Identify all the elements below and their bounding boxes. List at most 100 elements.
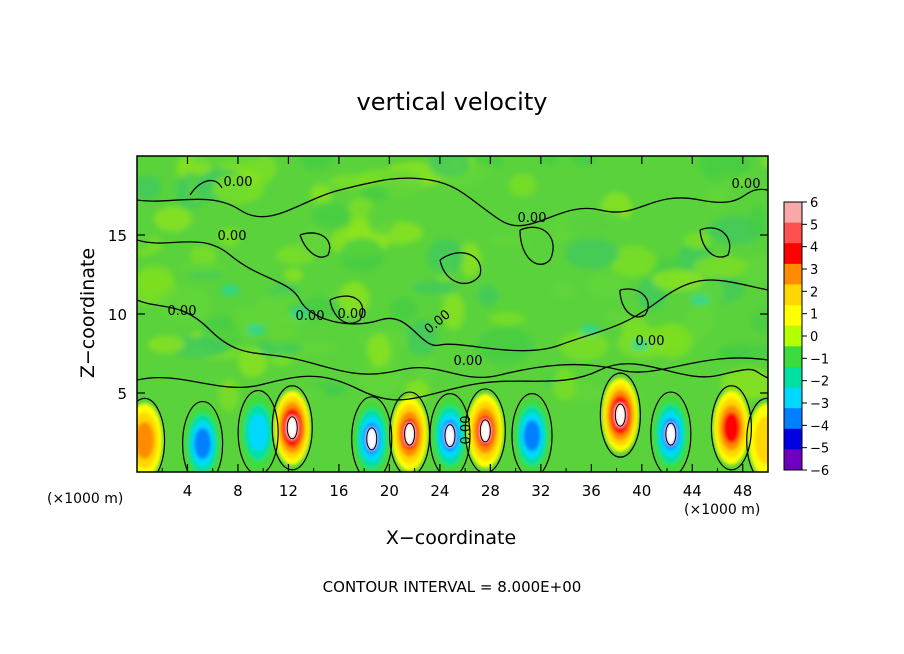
contour-line	[299, 232, 331, 258]
field-patch	[477, 285, 499, 306]
field-patch	[651, 269, 704, 292]
contour-line	[619, 288, 649, 318]
field-patch	[718, 344, 768, 361]
field-patch	[552, 369, 577, 401]
contour-label: 0.00	[459, 416, 474, 445]
cell-level	[137, 421, 155, 460]
colorbar-swatch	[784, 346, 802, 368]
x-unit-right: (×1000 m)	[684, 502, 761, 518]
field-patch	[171, 336, 228, 359]
contour-label: 0.00	[454, 354, 483, 369]
colorbar-swatch	[784, 243, 802, 265]
cell-core	[480, 419, 491, 442]
contour-label: 0.00	[296, 309, 325, 324]
field-patch	[417, 357, 438, 381]
x-tick-label: 12	[279, 482, 298, 500]
field-patch	[254, 299, 277, 318]
colorbar-swatch	[784, 325, 802, 347]
contour-line	[137, 299, 768, 379]
x-tick-label: 36	[582, 482, 601, 500]
cell-core-contour	[614, 403, 626, 427]
contour-line	[329, 295, 364, 324]
y-axis-label: Z−coordinate	[77, 247, 99, 379]
field-patch	[389, 297, 417, 321]
cell-core	[615, 404, 626, 427]
x-tick-label: 32	[531, 482, 550, 500]
velocity-cell	[240, 395, 277, 470]
cell-core	[366, 427, 377, 450]
cell-core-contour	[479, 419, 491, 443]
field-patch	[683, 305, 715, 337]
cell-core-contour	[286, 416, 298, 440]
field-patch	[248, 280, 279, 292]
contour-label: 0.00	[518, 211, 547, 226]
contour-label: 0.00	[636, 334, 665, 349]
colorbar-tick-label: 6	[810, 196, 818, 211]
field-patch	[564, 238, 620, 269]
colorbar-tick-label: −5	[810, 442, 829, 457]
field-patch	[487, 234, 532, 248]
field-patch	[153, 206, 192, 232]
field-patch	[159, 285, 213, 323]
field-patch	[705, 185, 731, 210]
cell-contour	[429, 393, 471, 472]
cell-level	[754, 416, 768, 465]
field-patch	[609, 245, 657, 278]
colorbar-swatch	[784, 387, 802, 409]
contour-interval-note: CONTOUR INTERVAL = 8.000E+00	[322, 578, 582, 596]
colorbar-swatch	[784, 222, 802, 244]
colorbar-swatch	[784, 408, 802, 430]
field-patch	[312, 202, 352, 229]
velocity-cell	[514, 398, 551, 472]
field-patch	[357, 361, 404, 397]
field-patch	[298, 156, 334, 172]
velocity-cell	[353, 401, 390, 472]
x-unit-left: (×1000 m)	[47, 491, 124, 507]
field-patch	[459, 242, 481, 278]
field-patch	[740, 300, 768, 318]
velocity-cell	[274, 390, 311, 465]
colorbar-swatch	[784, 305, 802, 327]
field-patch	[691, 295, 709, 305]
x-tick-label: 8	[233, 482, 243, 500]
field-patch	[550, 281, 577, 299]
colorbar-swatch	[784, 202, 802, 224]
field-patch	[442, 293, 465, 330]
colorbar-tick-label: 4	[810, 241, 818, 256]
colorbar-swatch	[784, 284, 802, 306]
colorbar-tick-label: 5	[810, 218, 818, 233]
field-patch	[238, 347, 268, 378]
field-patch	[367, 199, 397, 236]
cell-core	[665, 423, 676, 446]
field-patch	[569, 156, 597, 167]
y-tick-label: 15	[108, 227, 127, 245]
field-patch	[559, 331, 609, 361]
velocity-cell	[391, 397, 428, 472]
cell-contour	[237, 389, 279, 472]
field-patch	[299, 225, 327, 257]
contour-label: 0.00	[168, 304, 197, 319]
field-patch	[247, 325, 265, 335]
velocity-cell	[431, 398, 468, 472]
contour-line	[137, 363, 768, 401]
field-patch	[581, 325, 599, 335]
field-patch	[564, 211, 625, 235]
velocity-cell	[748, 403, 768, 472]
colorbar-tick-label: −2	[810, 375, 829, 390]
field-patch	[339, 238, 385, 273]
field-patch	[266, 323, 311, 345]
colorbar-tick-label: 1	[810, 308, 818, 323]
contour-line	[519, 226, 554, 265]
velocity-cell	[602, 378, 639, 453]
colorbar-tick-label: 3	[810, 263, 818, 278]
field-patch	[475, 328, 535, 364]
field-patch	[428, 367, 475, 391]
colorbar-tick-label: −3	[810, 397, 829, 412]
contour-label: 0.00	[732, 177, 761, 192]
contour-label: 0.00	[224, 175, 253, 190]
field-patch	[604, 308, 627, 325]
field-patch	[524, 188, 576, 219]
colorbar-swatch	[784, 449, 802, 471]
x-tick-label: 44	[683, 482, 702, 500]
